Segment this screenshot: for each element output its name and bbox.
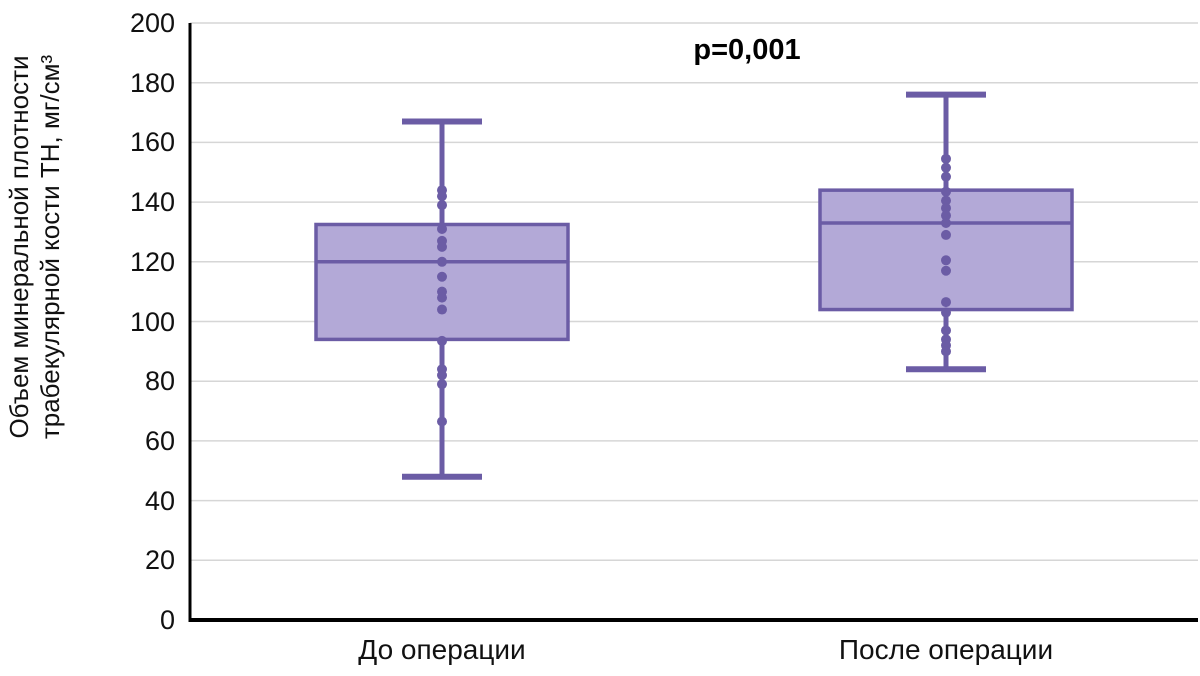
data-point xyxy=(941,229,951,240)
data-point xyxy=(941,203,951,214)
data-point xyxy=(437,304,447,315)
data-point xyxy=(941,195,951,206)
data-point xyxy=(941,255,951,266)
data-point xyxy=(437,416,447,427)
data-point xyxy=(437,370,447,381)
data-point xyxy=(941,325,951,336)
data-point xyxy=(437,271,447,282)
data-point xyxy=(437,335,447,346)
data-point xyxy=(941,265,951,276)
data-point xyxy=(941,297,951,308)
data-point xyxy=(437,241,447,252)
data-point xyxy=(941,210,951,221)
data-point xyxy=(437,191,447,202)
data-point xyxy=(437,292,447,303)
data-point xyxy=(941,217,951,228)
data-point xyxy=(437,200,447,211)
data-point xyxy=(941,153,951,164)
data-point xyxy=(437,379,447,390)
data-point xyxy=(941,346,951,357)
data-point xyxy=(941,307,951,318)
data-point xyxy=(941,171,951,182)
data-point xyxy=(437,256,447,267)
data-point xyxy=(437,223,447,234)
data-point xyxy=(941,186,951,197)
data-point xyxy=(941,162,951,173)
